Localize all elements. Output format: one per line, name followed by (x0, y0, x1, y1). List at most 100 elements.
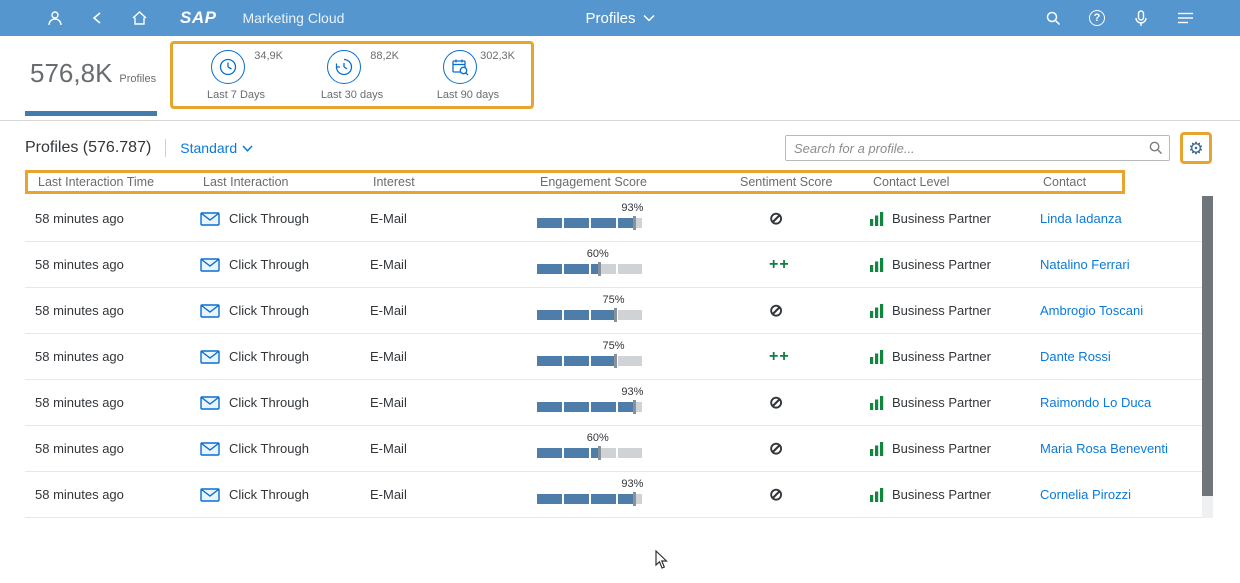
profile-search-input[interactable] (785, 135, 1170, 161)
table-toolbar: Profiles (576.787) Standard ⚙ (25, 132, 1212, 164)
notifications-list-icon[interactable] (1176, 9, 1194, 27)
kpi-tile-last-90-days[interactable]: 302,3K Last 90 days (421, 48, 515, 102)
toolbar-divider (165, 139, 167, 157)
profile-search-container (785, 135, 1170, 161)
table-row[interactable]: 58 minutes ago Click Through E-Mail 93% … (25, 472, 1202, 518)
contact-level-label: Business Partner (892, 395, 991, 410)
engagement-bar-threshold-tick (632, 215, 636, 230)
search-icon[interactable] (1044, 9, 1062, 27)
sentiment-icon: ⊘ (769, 438, 784, 458)
last-interaction-label: Click Through (229, 257, 309, 272)
column-header-sentiment-score[interactable]: Sentiment Score (740, 175, 833, 189)
bar-chart-icon (870, 487, 884, 502)
microphone-icon[interactable] (1132, 9, 1150, 27)
contact-link[interactable]: Cornelia Pirozzi (1040, 487, 1132, 502)
sentiment-icon: ⊘ (769, 300, 784, 320)
contact-cell: Ambrogio Toscani (1030, 303, 1202, 318)
bar-chart-icon (870, 303, 884, 318)
engagement-score-bar: 93% (537, 202, 643, 230)
shell-bar: SAP Marketing Cloud Profiles ? (0, 0, 1240, 36)
last-interaction-time-cell: 58 minutes ago (35, 487, 124, 502)
page-title-chevron-down-icon[interactable] (642, 14, 655, 22)
table-row[interactable]: 58 minutes ago Click Through E-Mail 93% … (25, 196, 1202, 242)
engagement-bar-threshold-tick (632, 491, 636, 506)
table-row[interactable]: 58 minutes ago Click Through E-Mail 75% … (25, 334, 1202, 380)
kpi-tile-last-30-days[interactable]: 88,2K Last 30 days (305, 48, 399, 102)
last-interaction-cell: Click Through (190, 441, 360, 456)
sentiment-score-cell: ⊘ (727, 485, 860, 505)
engagement-score-cell: 93% (527, 478, 727, 506)
last-interaction-label: Click Through (229, 487, 309, 502)
engagement-score-bar: 93% (537, 478, 643, 506)
contact-cell: Maria Rosa Beneventi (1030, 441, 1202, 456)
user-profile-icon[interactable] (46, 9, 64, 27)
contact-link[interactable]: Raimondo Lo Duca (1040, 395, 1152, 410)
clock-history-icon (327, 50, 361, 84)
column-header-last-interaction[interactable]: Last Interaction (203, 175, 289, 189)
contact-level-cell: Business Partner (860, 211, 1030, 226)
sentiment-icon: ++ (769, 255, 790, 273)
column-header-engagement-score[interactable]: Engagement Score (540, 175, 648, 189)
contact-level-label: Business Partner (892, 487, 991, 502)
contact-link[interactable]: Dante Rossi (1040, 349, 1111, 364)
page-title-container: Profiles (0, 0, 1240, 36)
last-interaction-cell: Click Through (190, 257, 360, 272)
engagement-score-bar: 75% (537, 294, 642, 322)
engagement-bar-threshold-tick (613, 307, 617, 322)
table-row[interactable]: 58 minutes ago Click Through E-Mail 60% … (25, 426, 1202, 472)
contact-cell: Raimondo Lo Duca (1030, 395, 1202, 410)
table-column-header-row: Last Interaction Time Last Interaction I… (25, 170, 1125, 194)
bar-chart-icon (870, 349, 884, 364)
interest-cell: E-Mail (370, 395, 407, 410)
contact-link[interactable]: Ambrogio Toscani (1040, 303, 1144, 318)
last-interaction-label: Click Through (229, 211, 309, 226)
vertical-scrollbar-thumb[interactable] (1202, 196, 1213, 496)
column-header-contact-level[interactable]: Contact Level (873, 175, 950, 189)
engagement-bar-segments (537, 355, 642, 366)
view-variant-selector[interactable]: Standard (180, 140, 253, 156)
last-interaction-label: Click Through (229, 441, 309, 456)
column-header-last-interaction-time[interactable]: Last Interaction Time (38, 175, 155, 189)
home-icon[interactable] (130, 9, 148, 27)
table-row[interactable]: 58 minutes ago Click Through E-Mail 93% … (25, 380, 1202, 426)
vertical-scrollbar-track[interactable] (1202, 196, 1213, 518)
profiles-total-tab[interactable]: 576,8K Profiles (30, 58, 156, 89)
engagement-bar-segments (537, 493, 642, 504)
contact-link[interactable]: Linda Iadanza (1040, 211, 1122, 226)
page-title[interactable]: Profiles (585, 9, 636, 27)
engagement-score-cell: 75% (527, 340, 727, 368)
search-submit-icon[interactable] (1148, 140, 1163, 155)
engagement-score-cell: 60% (527, 248, 727, 276)
email-icon (200, 487, 220, 502)
kpi-tile-value: 88,2K (370, 50, 399, 62)
gear-icon: ⚙ (1188, 138, 1204, 158)
engagement-score-bar: 60% (537, 248, 642, 276)
email-icon (200, 211, 220, 226)
email-icon (200, 257, 220, 272)
contact-level-label: Business Partner (892, 257, 991, 272)
last-interaction-time-cell: 58 minutes ago (35, 211, 124, 226)
email-icon (200, 441, 220, 456)
table-row[interactable]: 58 minutes ago Click Through E-Mail 75% … (25, 288, 1202, 334)
sentiment-score-cell: ⊘ (727, 439, 860, 459)
help-icon[interactable]: ? (1088, 9, 1106, 27)
back-chevron-icon[interactable] (88, 9, 106, 27)
contact-link[interactable]: Maria Rosa Beneventi (1040, 441, 1168, 456)
table-row[interactable]: 58 minutes ago Click Through E-Mail 60% … (25, 242, 1202, 288)
contact-level-label: Business Partner (892, 303, 991, 318)
table-settings-button[interactable]: ⚙ (1180, 132, 1212, 164)
sentiment-icon: ⊘ (769, 484, 784, 504)
kpi-tile-last-7-days[interactable]: 34,9K Last 7 Days (189, 48, 283, 102)
contact-link[interactable]: Natalino Ferrari (1040, 257, 1130, 272)
bar-chart-icon (870, 211, 884, 226)
interest-cell: E-Mail (370, 257, 407, 272)
interest-cell: E-Mail (370, 211, 407, 226)
last-interaction-time-cell: 58 minutes ago (35, 349, 124, 364)
mouse-cursor (655, 550, 669, 570)
help-question-glyph: ? (1089, 10, 1105, 26)
column-header-interest[interactable]: Interest (373, 175, 415, 189)
contact-cell: Cornelia Pirozzi (1030, 487, 1202, 502)
contact-level-cell: Business Partner (860, 487, 1030, 502)
column-header-contact[interactable]: Contact (1043, 175, 1087, 189)
last-interaction-label: Click Through (229, 349, 309, 364)
